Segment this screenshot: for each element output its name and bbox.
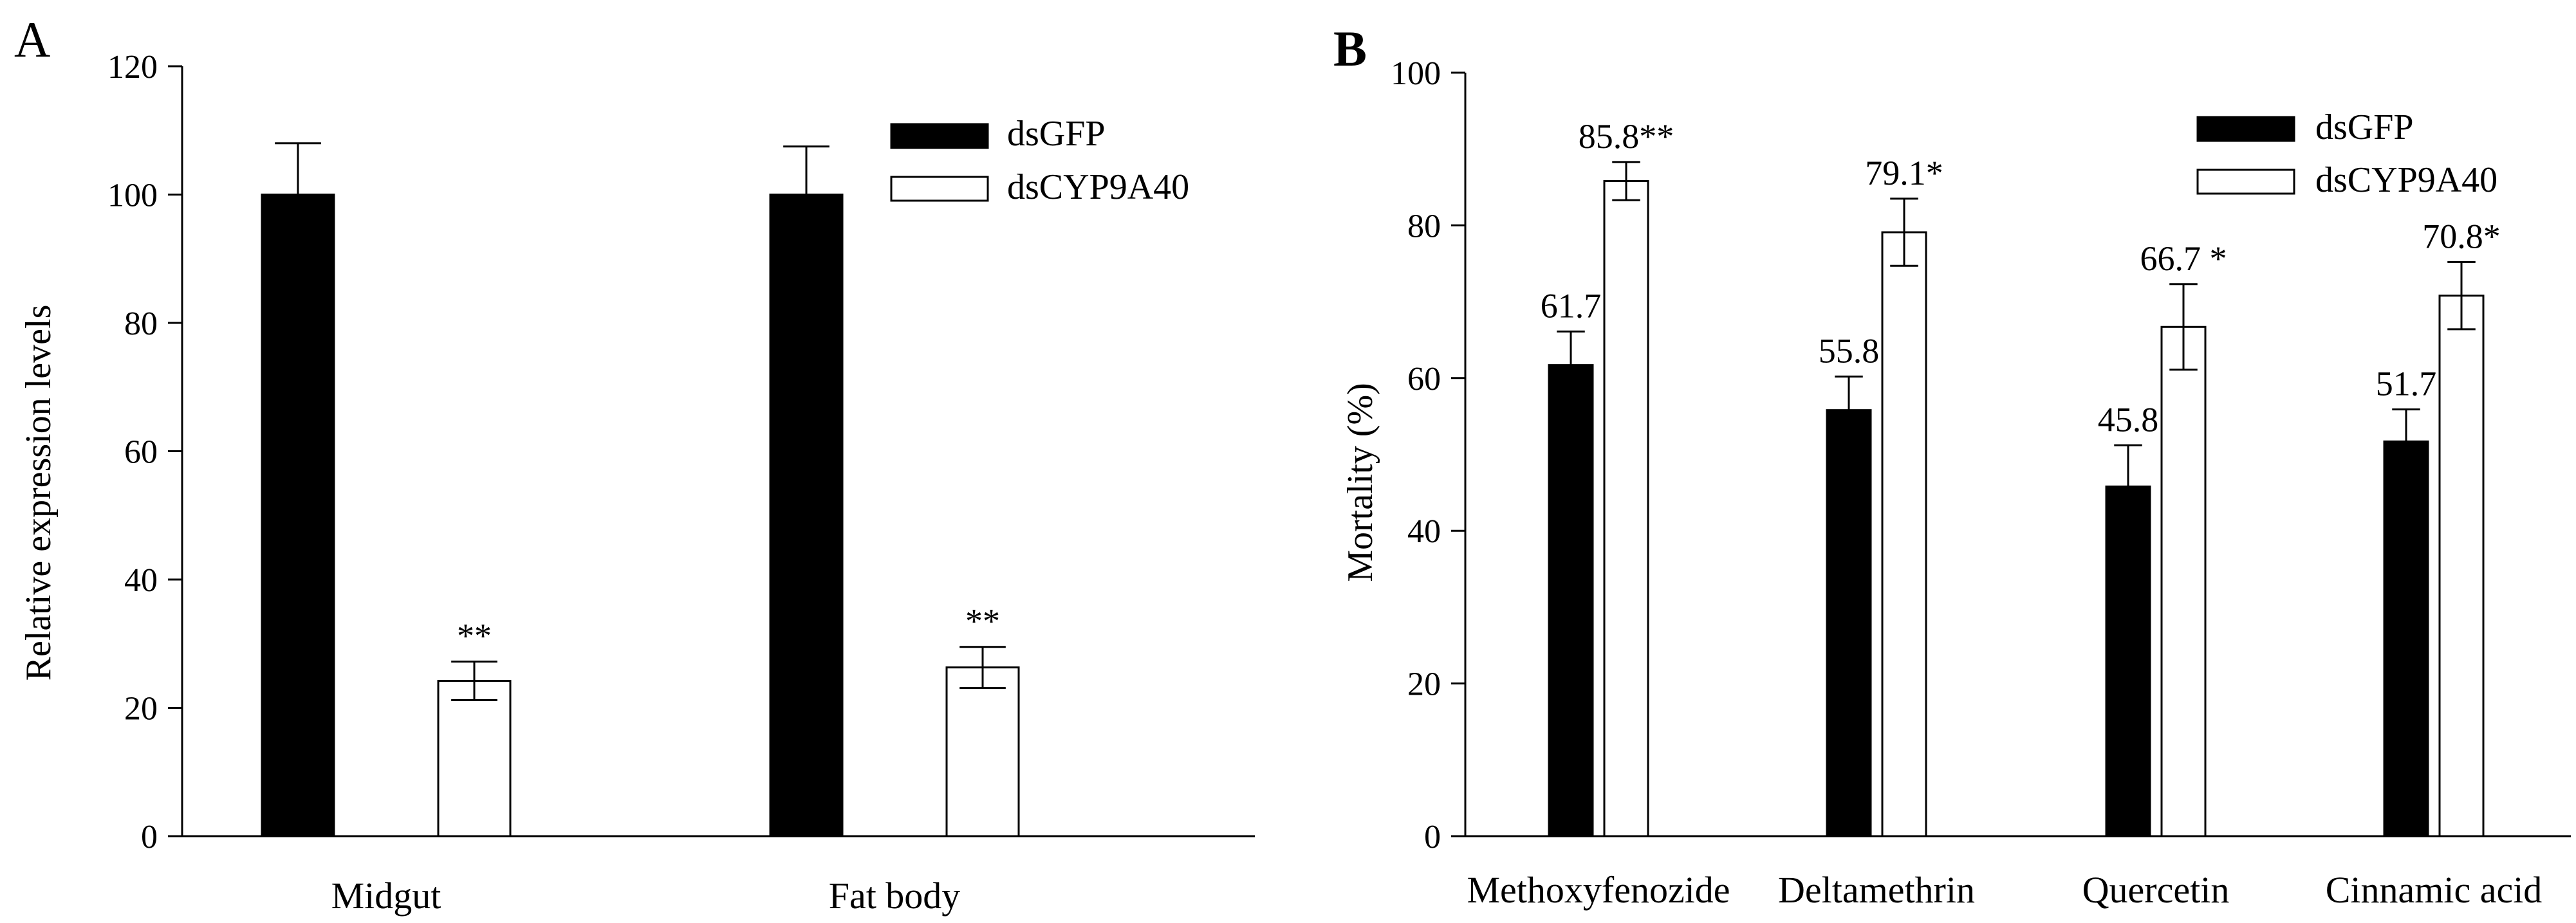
x-category-label: Midgut [331, 875, 441, 917]
x-category-label: Fat body [829, 875, 961, 917]
legend-swatch-dscyp9a40 [2196, 169, 2295, 195]
data-label: 70.8* [2422, 217, 2501, 255]
bar-dsgfp [261, 194, 335, 837]
y-tick-label: 80 [124, 306, 158, 342]
data-label: 85.8** [1579, 117, 1674, 156]
panel-b-axes: 0 20 40 60 80 100 Methoxyfenozide Deltamethrin Q… [1391, 55, 2571, 911]
y-tick-label: 120 [107, 49, 158, 86]
panel-b-letter: B [1333, 21, 1367, 77]
data-label: 66.7 * [2140, 239, 2227, 278]
x-category-label: Cinnamic acid [2326, 869, 2543, 911]
bar-dsgfp [1826, 409, 1872, 837]
bar-dsgfp [1548, 364, 1594, 837]
bar-dscyp9a40 [2438, 295, 2485, 837]
legend-swatch-dsgfp [890, 123, 989, 149]
panel-a-axes: 0 20 40 60 80 100 120 Midgut Fat body [107, 49, 1255, 917]
bar-dscyp9a40 [1603, 180, 1649, 837]
data-label: 51.7 [2376, 364, 2437, 403]
x-category-label: Quercetin [2082, 869, 2230, 911]
panel-a-y-axis-title: Relative expression levels [19, 305, 59, 681]
legend-label-dscyp9a40: dsCYP9A40 [2315, 160, 2497, 200]
y-tick-label: 100 [1391, 55, 1441, 92]
panel-a-letter: A [14, 12, 50, 68]
y-tick-label: 60 [124, 434, 158, 471]
y-tick-label: 80 [1407, 208, 1441, 244]
y-tick-label: 40 [1407, 513, 1441, 550]
panel-b-legend: dsGFP dsCYP9A40 [2196, 107, 2497, 200]
legend-label-dsgfp: dsGFP [1007, 114, 1106, 154]
panel-b-bars: 61.7 55.8 45.8 51.7 85.8** 79.1* 66.7 * 70.8* [1541, 117, 2501, 837]
y-tick-label: 60 [1407, 361, 1441, 398]
x-category-label: Methoxyfenozide [1467, 869, 1730, 911]
legend-label-dscyp9a40: dsCYP9A40 [1007, 167, 1189, 207]
panel-a: A Relative expression levels 0 20 40 60 80 10… [14, 12, 1255, 917]
panel-b: B Mortality (%) 0 20 40 60 80 100 Methoxyfenoz… [1333, 21, 2571, 911]
bar-dscyp9a40 [437, 680, 512, 837]
panel-b-y-axis-title: Mortality (%) [1340, 383, 1380, 581]
legend-swatch-dsgfp [2196, 116, 2295, 142]
panel-a-bars: ** ** [261, 142, 1020, 837]
y-tick-label: 0 [141, 819, 158, 855]
panel-a-legend: dsGFP dsCYP9A40 [890, 114, 1189, 207]
data-label: ** [965, 602, 1000, 641]
bar-dsgfp [2383, 440, 2429, 837]
legend-swatch-dscyp9a40 [890, 176, 989, 202]
data-label: 61.7 [1541, 286, 1602, 325]
legend-label-dsgfp: dsGFP [2315, 107, 2414, 147]
data-label: 55.8 [1819, 331, 1880, 370]
bar-dsgfp [769, 194, 844, 837]
y-tick-label: 20 [124, 691, 158, 727]
data-label: ** [457, 617, 492, 655]
bar-dscyp9a40 [945, 666, 1020, 837]
bar-dscyp9a40 [2160, 325, 2207, 837]
data-label: 79.1* [1865, 154, 1943, 192]
bar-dsgfp [2105, 485, 2151, 837]
y-tick-label: 20 [1407, 666, 1441, 703]
bar-dscyp9a40 [1881, 231, 1927, 837]
data-label: 45.8 [2098, 400, 2159, 439]
y-tick-label: 100 [107, 178, 158, 214]
x-category-label: Deltamethrin [1778, 869, 1975, 911]
y-tick-label: 40 [124, 562, 158, 599]
y-tick-label: 0 [1424, 819, 1441, 855]
